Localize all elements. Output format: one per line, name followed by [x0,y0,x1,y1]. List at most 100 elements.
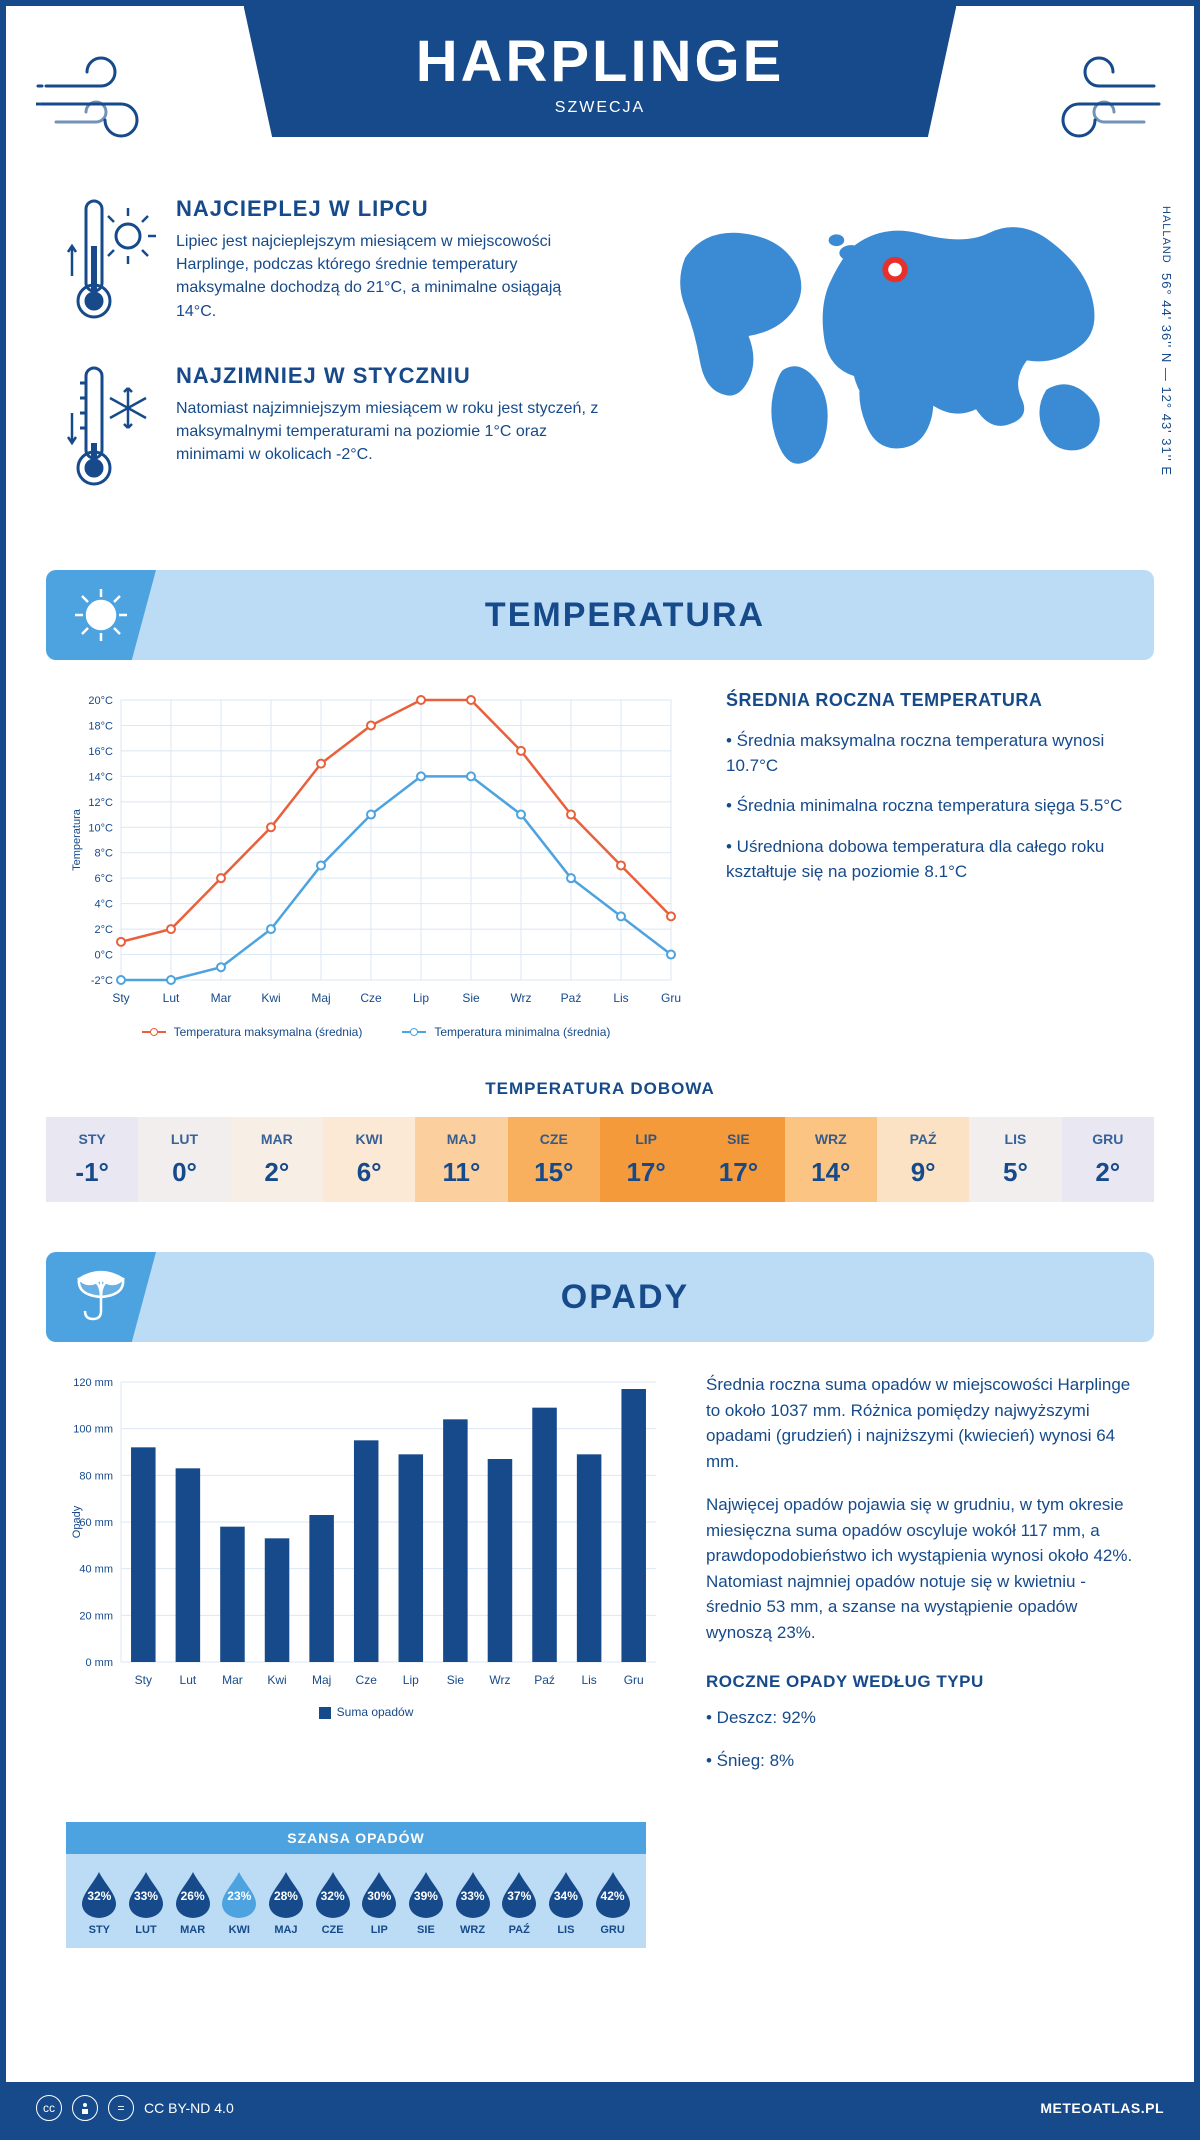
location-marker-icon [885,260,905,280]
temperature-section-header: TEMPERATURA [46,570,1154,660]
daily-temp-cell: GRU 2° [1062,1117,1154,1202]
raindrop-icon: 32% [314,1870,352,1918]
temperature-stats: ŚREDNIA ROCZNA TEMPERATURA • Średnia mak… [726,690,1134,1039]
svg-text:20 mm: 20 mm [79,1610,113,1622]
rain-chance-cell: 39% SIE [407,1870,445,1936]
rain-chance-cell: 34% LIS [547,1870,585,1936]
daily-temp-title: TEMPERATURA DOBOWA [6,1079,1194,1099]
rain-chance-cell: 30% LIP [360,1870,398,1936]
rain-chance-cell: 32% CZE [314,1870,352,1936]
raindrop-icon: 33% [454,1870,492,1918]
world-map [646,196,1134,476]
svg-text:2°C: 2°C [95,924,114,936]
raindrop-icon: 37% [500,1870,538,1918]
raindrop-icon: 33% [127,1870,165,1918]
wind-icon [1034,46,1164,146]
daily-temp-cell: LIP 17° [600,1117,692,1202]
intro-section: NAJCIEPLEJ W LIPCU Lipiec jest najcieple… [6,176,1194,570]
sun-icon [46,570,156,660]
rain-chance-title: SZANSA OPADÓW [66,1822,646,1854]
svg-text:Temperatura: Temperatura [71,808,83,871]
raindrop-icon: 32% [80,1870,118,1918]
svg-text:4°C: 4°C [95,899,114,911]
svg-text:Paź: Paź [561,991,582,1005]
coldest-month-block: NAJZIMNIEJ W STYCZNIU Natomiast najzimni… [66,363,606,498]
rain-chance-cell: 28% MAJ [267,1870,305,1936]
country-subtitle: SZWECJA [284,99,917,117]
daily-temp-cell: LUT 0° [138,1117,230,1202]
coordinates-label: HALLAND 56° 44' 36'' N — 12° 43' 31'' E [1159,206,1174,476]
svg-text:Sie: Sie [447,1673,465,1687]
svg-text:6°C: 6°C [95,873,114,885]
svg-text:-2°C: -2°C [91,975,113,987]
hottest-month-block: NAJCIEPLEJ W LIPCU Lipiec jest najcieple… [66,196,606,331]
rain-chance-panel: SZANSA OPADÓW 32% STY 33% LUT 26% MAR 23… [66,1822,646,1948]
page-footer: cc = CC BY-ND 4.0 METEOATLAS.PL [6,2082,1194,2134]
umbrella-icon [46,1252,156,1342]
raindrop-icon: 39% [407,1870,445,1918]
svg-text:Kwi: Kwi [267,1673,286,1687]
rain-chance-cell: 33% WRZ [454,1870,492,1936]
svg-text:Opady: Opady [71,1505,83,1538]
thermometer-cold-icon [66,363,156,498]
license-text: CC BY-ND 4.0 [144,2100,234,2116]
svg-text:14°C: 14°C [88,771,113,783]
svg-text:0°C: 0°C [95,950,114,962]
thermometer-hot-icon [66,196,156,331]
svg-text:Cze: Cze [360,991,382,1005]
daily-temp-cell: SIE 17° [692,1117,784,1202]
raindrop-icon: 23% [220,1870,258,1918]
svg-text:Paź: Paź [534,1673,555,1687]
svg-text:Lut: Lut [180,1673,197,1687]
precip-type-title: ROCZNE OPADY WEDŁUG TYPU [706,1669,1134,1695]
rain-chance-cell: 26% MAR [174,1870,212,1936]
svg-text:18°C: 18°C [88,720,113,732]
stat-line: • Uśredniona dobowa temperatura dla całe… [726,835,1134,884]
svg-text:16°C: 16°C [88,746,113,758]
section-title-temperature: TEMPERATURA [96,596,1154,635]
precip-type-snow: • Śnieg: 8% [706,1748,1134,1774]
rain-chance-cell: 42% GRU [594,1870,632,1936]
svg-text:Sty: Sty [112,991,129,1005]
svg-text:Gru: Gru [624,1673,644,1687]
chart-legend: Temperatura maksymalna (średnia) Tempera… [66,1025,686,1039]
svg-text:Mar: Mar [222,1673,243,1687]
svg-text:12°C: 12°C [88,797,113,809]
svg-text:Wrz: Wrz [510,991,531,1005]
svg-text:Maj: Maj [311,991,330,1005]
daily-temperature-table: STY -1° LUT 0° MAR 2° KWI 6° MAJ 11° CZE… [46,1117,1154,1202]
rain-chance-cell: 33% LUT [127,1870,165,1936]
daily-temp-cell: MAR 2° [231,1117,323,1202]
svg-text:Lis: Lis [613,991,628,1005]
by-icon [72,2095,98,2121]
svg-text:Maj: Maj [312,1673,331,1687]
svg-text:Sty: Sty [135,1673,152,1687]
section-title-precip: OPADY [96,1278,1154,1317]
svg-text:0 mm: 0 mm [86,1657,114,1669]
wind-icon [36,46,166,146]
raindrop-icon: 26% [174,1870,212,1918]
stat-line: • Średnia minimalna roczna temperatura s… [726,794,1134,819]
svg-text:40 mm: 40 mm [79,1564,113,1576]
page-header: HARPLINGE SZWECJA [6,6,1194,176]
hot-text: Lipiec jest najcieplejszym miesiącem w m… [176,230,606,323]
svg-text:120 mm: 120 mm [73,1377,113,1389]
daily-temp-cell: CZE 15° [508,1117,600,1202]
daily-temp-cell: KWI 6° [323,1117,415,1202]
svg-text:Kwi: Kwi [261,991,280,1005]
svg-text:Lis: Lis [581,1673,596,1687]
cc-icon: cc [36,2095,62,2121]
svg-text:Lut: Lut [163,991,180,1005]
daily-temp-cell: WRZ 14° [785,1117,877,1202]
svg-text:100 mm: 100 mm [73,1424,113,1436]
daily-temp-cell: MAJ 11° [415,1117,507,1202]
raindrop-icon: 34% [547,1870,585,1918]
precip-para: Najwięcej opadów pojawia się w grudniu, … [706,1492,1134,1645]
svg-text:Mar: Mar [211,991,232,1005]
hot-title: NAJCIEPLEJ W LIPCU [176,196,606,222]
bar-chart-legend: Suma opadów [66,1705,666,1719]
daily-temp-cell: LIS 5° [969,1117,1061,1202]
stat-line: • Średnia maksymalna roczna temperatura … [726,729,1134,778]
site-name: METEOATLAS.PL [1040,2100,1164,2116]
daily-temp-cell: PAŹ 9° [877,1117,969,1202]
